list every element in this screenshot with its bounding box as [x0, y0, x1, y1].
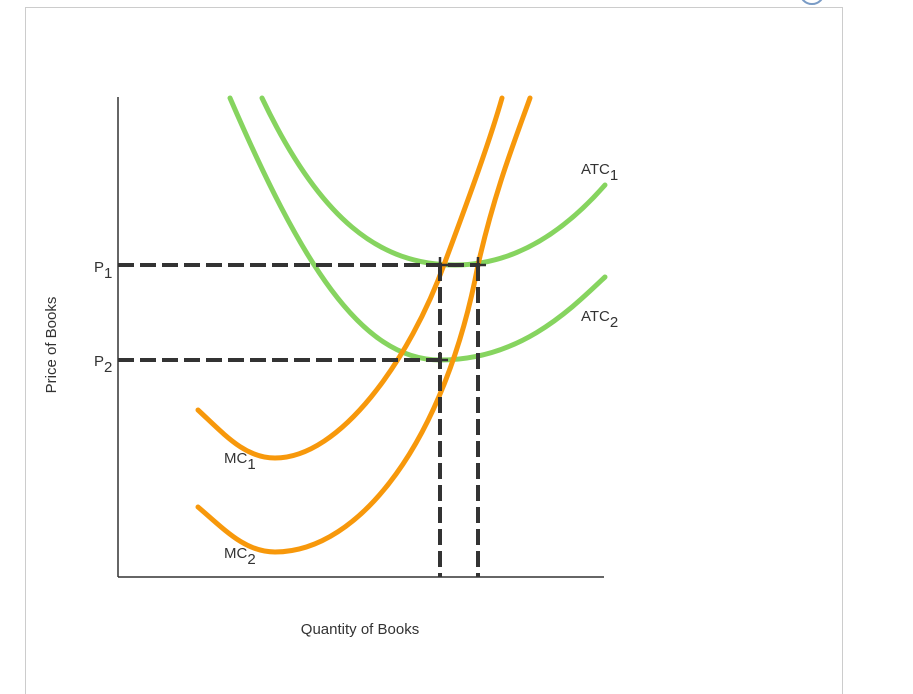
price-label: P2: [94, 353, 112, 376]
curve-label: MC2: [224, 545, 256, 568]
point: [432, 257, 448, 273]
labels: P1 P2 ATC1 ATC2 MC1 MC2: [94, 161, 618, 568]
label-part: 1: [610, 167, 618, 184]
atc2-curve: [227, 95, 608, 363]
curve-label: MC1: [224, 450, 256, 473]
label-part: 2: [104, 359, 112, 376]
label-part: 1: [247, 456, 255, 473]
x-axis-label: Quantity of Books: [301, 621, 419, 638]
points: [432, 257, 486, 368]
guides: [118, 263, 480, 577]
label-part: MC: [224, 545, 247, 562]
label-part: MC: [224, 450, 247, 467]
point: [432, 352, 448, 368]
label-part: P: [94, 353, 104, 370]
axes: [117, 97, 604, 578]
curve-label: ATC1: [581, 161, 618, 184]
corner-icon: [801, 0, 823, 5]
label-part: 2: [247, 551, 255, 568]
label-part: 1: [104, 265, 112, 282]
mc1-curve: [195, 95, 505, 461]
point: [470, 257, 486, 273]
label-part: ATC: [581, 161, 610, 178]
label-part: 2: [610, 314, 618, 331]
curve-label: ATC2: [581, 308, 618, 331]
label-part: ATC: [581, 308, 610, 325]
price-label: P1: [94, 259, 112, 282]
label-part: P: [94, 259, 104, 276]
mc2-curve: [195, 95, 533, 555]
y-axis-label: Price of Books: [43, 297, 60, 394]
panel: [25, 7, 843, 694]
